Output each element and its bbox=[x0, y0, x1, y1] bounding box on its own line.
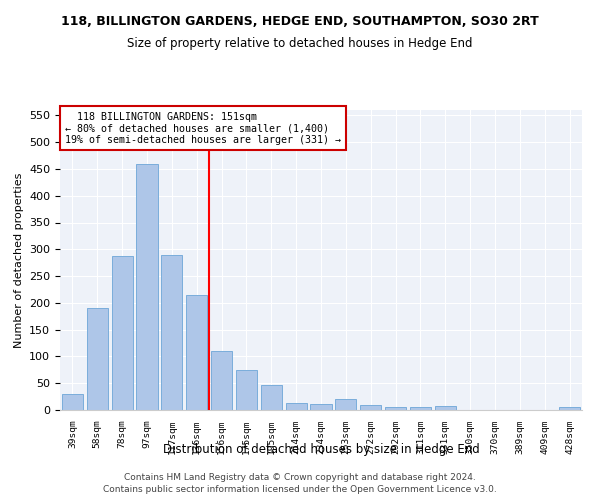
Text: 118, BILLINGTON GARDENS, HEDGE END, SOUTHAMPTON, SO30 2RT: 118, BILLINGTON GARDENS, HEDGE END, SOUT… bbox=[61, 15, 539, 28]
Bar bbox=[410, 408, 431, 410]
Bar bbox=[112, 256, 133, 410]
Text: 118 BILLINGTON GARDENS: 151sqm
← 80% of detached houses are smaller (1,400)
19% : 118 BILLINGTON GARDENS: 151sqm ← 80% of … bbox=[65, 112, 341, 144]
Bar bbox=[161, 254, 182, 410]
Bar bbox=[261, 385, 282, 410]
Bar bbox=[310, 404, 332, 410]
Bar bbox=[62, 394, 83, 410]
Y-axis label: Number of detached properties: Number of detached properties bbox=[14, 172, 23, 348]
Bar bbox=[435, 406, 456, 410]
Bar bbox=[87, 308, 108, 410]
Bar bbox=[186, 295, 207, 410]
Bar bbox=[211, 351, 232, 410]
Bar bbox=[286, 403, 307, 410]
Bar bbox=[385, 408, 406, 410]
Bar bbox=[559, 408, 580, 410]
Text: Contains HM Land Registry data © Crown copyright and database right 2024.: Contains HM Land Registry data © Crown c… bbox=[124, 472, 476, 482]
Bar bbox=[236, 370, 257, 410]
Text: Size of property relative to detached houses in Hedge End: Size of property relative to detached ho… bbox=[127, 38, 473, 51]
Bar bbox=[136, 164, 158, 410]
Text: Distribution of detached houses by size in Hedge End: Distribution of detached houses by size … bbox=[163, 442, 479, 456]
Text: Contains public sector information licensed under the Open Government Licence v3: Contains public sector information licen… bbox=[103, 485, 497, 494]
Bar bbox=[335, 400, 356, 410]
Bar bbox=[360, 404, 381, 410]
